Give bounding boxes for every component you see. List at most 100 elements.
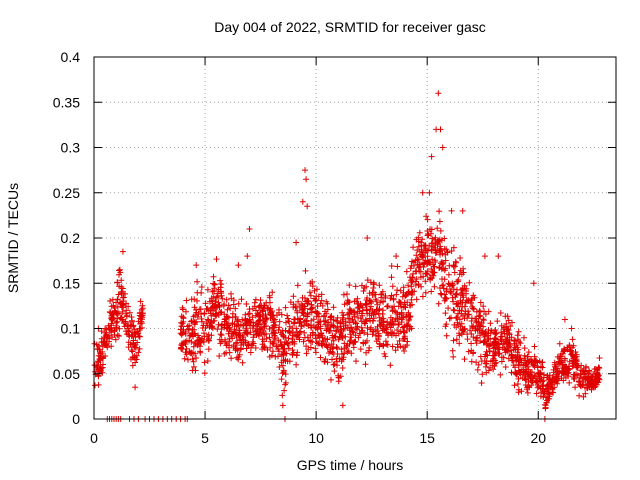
data-point: [243, 330, 250, 337]
data-point: [274, 312, 280, 319]
data-point: [481, 253, 488, 260]
data-point: [313, 313, 320, 320]
data-point: [281, 387, 288, 394]
data-point: [582, 377, 589, 383]
y-tick-label: 0: [72, 411, 80, 427]
data-point: [228, 295, 235, 302]
data-point: [486, 348, 493, 355]
data-point: [186, 348, 193, 355]
data-point: [301, 329, 308, 336]
data-point: [339, 365, 346, 371]
data-point: [499, 333, 506, 340]
data-point: [354, 295, 361, 302]
data-point: [108, 314, 115, 321]
data-point: [415, 234, 422, 241]
data-point: [346, 282, 353, 289]
data-point: [477, 299, 484, 306]
data-point: [385, 303, 391, 309]
data-point: [240, 322, 247, 329]
data-point: [504, 334, 511, 341]
data-point: [372, 332, 379, 339]
data-point: [377, 322, 384, 329]
data-point: [528, 374, 535, 381]
data-point: [532, 379, 539, 386]
data-point: [404, 299, 411, 306]
data-point: [465, 348, 472, 355]
data-point: [582, 390, 589, 397]
data-point: [432, 234, 439, 241]
data-point: [422, 289, 429, 296]
data-point: [504, 326, 511, 333]
data-point: [335, 374, 342, 381]
data-point: [503, 320, 510, 327]
data-point: [339, 402, 346, 409]
data-point: [402, 343, 409, 350]
data-point: [450, 244, 457, 251]
data-point: [583, 373, 589, 380]
data-point: [556, 340, 563, 347]
data-point: [448, 248, 455, 254]
data-point: [229, 310, 236, 317]
data-point: [366, 297, 373, 304]
data-point: [389, 283, 396, 290]
data-point: [226, 344, 232, 351]
data-point: [121, 323, 128, 330]
data-point: [242, 311, 249, 318]
data-point: [453, 336, 460, 343]
data-point: [506, 330, 513, 337]
data-point: [415, 256, 422, 263]
data-point: [449, 294, 456, 301]
data-point: [207, 319, 214, 326]
data-point: [449, 347, 456, 354]
data-point: [450, 353, 457, 360]
data-point: [525, 359, 532, 366]
data-point: [452, 263, 458, 270]
data-point: [521, 375, 528, 382]
data-point: [230, 301, 237, 308]
data-point: [424, 232, 431, 239]
data-point: [461, 325, 468, 332]
data-point: [278, 342, 285, 349]
data-point: [267, 344, 274, 351]
data-point: [469, 324, 476, 331]
data-point: [341, 301, 348, 308]
data-point: [536, 358, 543, 365]
data-point: [235, 332, 242, 339]
x-tick-label: 15: [419, 430, 435, 446]
data-point: [384, 303, 390, 310]
data-point: [348, 334, 355, 341]
data-point: [456, 340, 463, 347]
data-point: [120, 302, 127, 309]
data-point: [258, 324, 265, 331]
data-point: [393, 291, 400, 298]
data-point: [463, 285, 470, 292]
data-point: [480, 316, 487, 323]
data-point: [108, 343, 115, 350]
data-point: [450, 298, 457, 305]
data-point: [136, 345, 143, 352]
data-point: [502, 347, 509, 353]
data-point: [219, 295, 226, 302]
data-point: [370, 281, 377, 288]
data-point: [486, 342, 492, 349]
data-point: [346, 327, 353, 334]
data-point: [436, 247, 443, 254]
data-point: [137, 298, 144, 305]
data-point: [458, 289, 465, 296]
data-point: [120, 294, 127, 301]
data-point: [372, 311, 379, 318]
data-point: [354, 323, 361, 330]
data-point: [269, 324, 276, 331]
data-point: [92, 382, 98, 389]
data-point: [339, 314, 346, 321]
data-point: [380, 323, 387, 330]
data-point: [313, 339, 320, 346]
data-point: [339, 334, 346, 341]
data-point: [213, 294, 220, 301]
data-point: [185, 327, 192, 333]
data-point: [229, 320, 236, 327]
data-point: [470, 305, 476, 312]
data-point: [333, 328, 340, 335]
data-point: [300, 338, 307, 345]
data-point: [415, 281, 422, 287]
